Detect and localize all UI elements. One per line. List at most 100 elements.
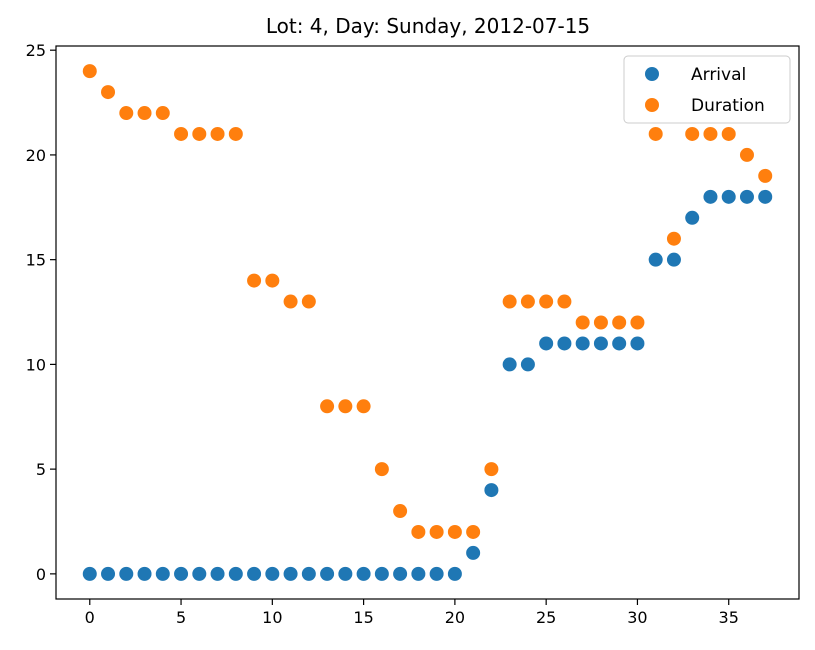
legend-box [623, 55, 791, 124]
y-tick-label: 10 [26, 355, 46, 374]
data-point-arrival [758, 189, 773, 204]
data-point-duration [520, 294, 535, 309]
data-point-arrival [557, 336, 572, 351]
data-point-duration [557, 294, 572, 309]
data-point-duration [338, 399, 353, 414]
x-tick-label: 5 [176, 608, 186, 627]
data-point-duration [703, 126, 718, 141]
data-point-arrival [520, 357, 535, 372]
x-tick-label: 30 [627, 608, 647, 627]
data-point-duration [447, 524, 462, 539]
data-point-duration [356, 399, 371, 414]
data-point-arrival [411, 566, 426, 581]
data-point-duration [648, 126, 663, 141]
x-tick-label: 10 [262, 608, 282, 627]
data-point-arrival [155, 566, 170, 581]
legend-marker [645, 67, 659, 81]
data-point-arrival [192, 566, 207, 581]
x-tick-label: 20 [445, 608, 465, 627]
chart-title: Lot: 4, Day: Sunday, 2012-07-15 [266, 14, 590, 38]
legend-label: Arrival [691, 65, 746, 85]
x-tick-label: 0 [85, 608, 95, 627]
data-point-arrival [137, 566, 152, 581]
data-point-duration [155, 106, 170, 121]
data-point-duration [320, 399, 335, 414]
y-tick-label: 15 [26, 251, 46, 270]
data-point-arrival [119, 566, 134, 581]
x-axis: 0 5 10 15 20 25 30 35 [85, 599, 739, 627]
data-point-duration [101, 85, 116, 100]
data-point-arrival [703, 189, 718, 204]
data-point-arrival [447, 566, 462, 581]
data-point-arrival [374, 566, 389, 581]
data-point-duration [593, 315, 608, 330]
plot-area [55, 45, 800, 600]
data-point-arrival [502, 357, 517, 372]
data-point-arrival [630, 336, 645, 351]
data-point-arrival [174, 566, 189, 581]
data-point-arrival [593, 336, 608, 351]
data-point-arrival [648, 252, 663, 267]
y-tick-label: 25 [26, 41, 46, 60]
data-point-duration [137, 106, 152, 121]
data-point-duration [429, 524, 444, 539]
x-tick-label: 15 [353, 608, 373, 627]
data-point-duration [466, 524, 481, 539]
data-point-arrival [575, 336, 590, 351]
data-point-arrival [228, 566, 243, 581]
data-point-duration [174, 126, 189, 141]
data-point-arrival [466, 545, 481, 560]
data-point-duration [283, 294, 298, 309]
legend-marker [645, 98, 659, 112]
data-point-arrival [356, 566, 371, 581]
data-point-duration [301, 294, 316, 309]
data-point-duration [630, 315, 645, 330]
data-point-duration [484, 462, 499, 477]
data-point-arrival [429, 566, 444, 581]
data-points [82, 64, 773, 581]
y-axis: 0 5 10 15 20 25 [26, 41, 56, 584]
series-arrival [82, 189, 773, 581]
data-point-arrival [539, 336, 554, 351]
data-point-duration [411, 524, 426, 539]
data-point-duration [575, 315, 590, 330]
data-point-arrival [484, 483, 499, 498]
data-point-arrival [283, 566, 298, 581]
x-tick-label: 35 [719, 608, 739, 627]
data-point-duration [374, 462, 389, 477]
data-point-arrival [82, 566, 97, 581]
y-tick-label: 5 [36, 460, 46, 479]
data-point-arrival [338, 566, 353, 581]
data-point-duration [721, 126, 736, 141]
data-point-duration [265, 273, 280, 288]
legend-label: Duration [691, 96, 765, 116]
legend: Arrival Duration [623, 55, 791, 124]
data-point-arrival [685, 210, 700, 225]
data-point-duration [502, 294, 517, 309]
data-point-arrival [320, 566, 335, 581]
y-tick-label: 20 [26, 146, 46, 165]
y-tick-label: 0 [36, 565, 46, 584]
data-point-duration [228, 126, 243, 141]
plot-frame [55, 45, 800, 600]
data-point-arrival [210, 566, 225, 581]
x-tick-label: 25 [536, 608, 556, 627]
data-point-duration [758, 168, 773, 183]
series-duration [82, 64, 773, 539]
data-point-arrival [739, 189, 754, 204]
data-point-duration [82, 64, 97, 79]
data-point-duration [685, 126, 700, 141]
data-point-arrival [721, 189, 736, 204]
data-point-arrival [612, 336, 627, 351]
data-point-arrival [393, 566, 408, 581]
data-point-duration [739, 147, 754, 162]
data-point-duration [539, 294, 554, 309]
data-point-arrival [666, 252, 681, 267]
data-point-arrival [301, 566, 316, 581]
data-point-duration [119, 106, 134, 121]
data-point-duration [612, 315, 627, 330]
data-point-duration [247, 273, 262, 288]
data-point-arrival [247, 566, 262, 581]
data-point-duration [210, 126, 225, 141]
